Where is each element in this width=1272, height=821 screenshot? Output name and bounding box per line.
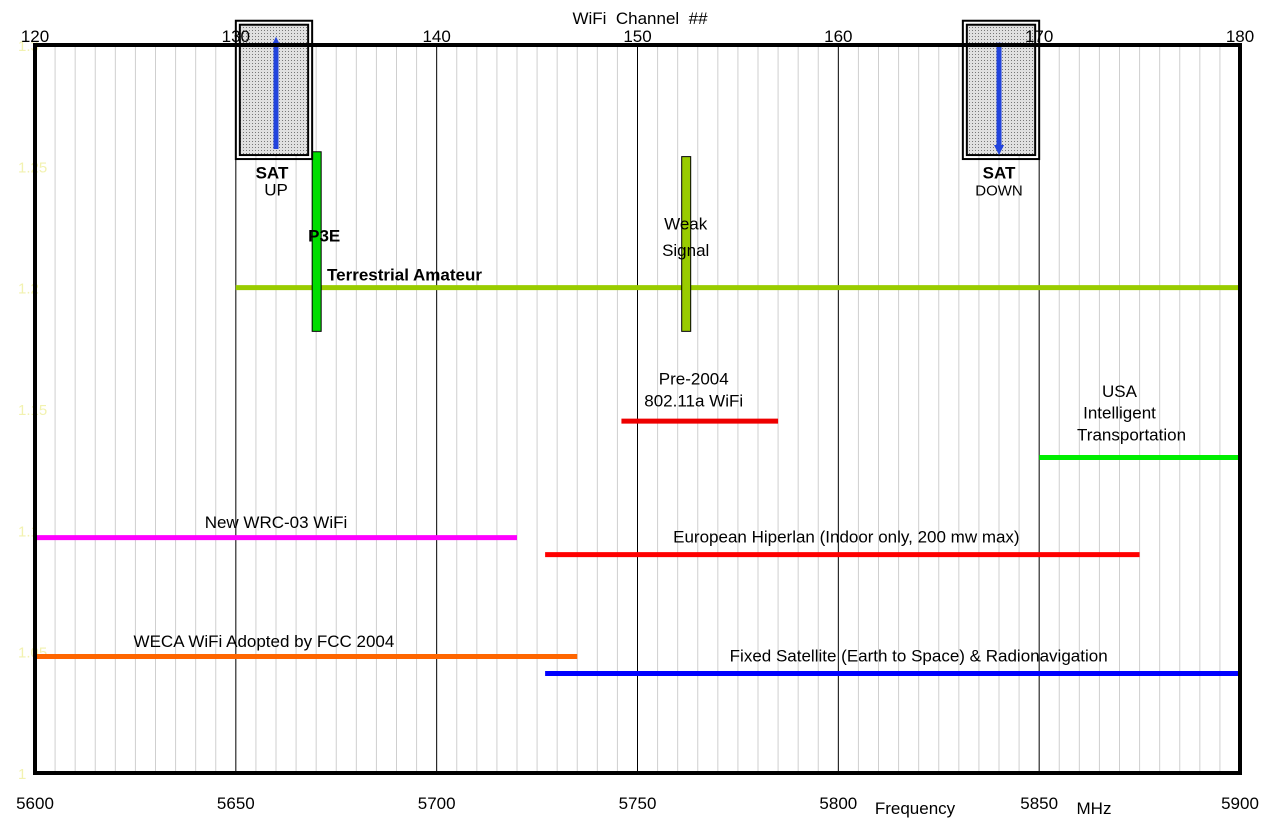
- chart-annotation: Transportation: [1077, 426, 1186, 445]
- channel-tick-label: 180: [1226, 27, 1254, 46]
- frequency-unit-label: MHz: [1077, 799, 1112, 818]
- vertical-band: [681, 156, 692, 332]
- allocation-label: WECA WiFi Adopted by FCC 2004: [134, 632, 395, 651]
- frequency-tick-label: 5750: [619, 794, 657, 813]
- chart-annotation: DOWN: [975, 182, 1023, 199]
- frequency-tick-label: 5700: [418, 794, 456, 813]
- band-labels: Terrestrial Amateur New WRC-03 WiFi Europe…: [134, 163, 1186, 665]
- frequency-tick-label: 5900: [1221, 794, 1259, 813]
- channel-tick-label: 170: [1025, 27, 1053, 46]
- allocation-label: Terrestrial Amateur: [327, 265, 482, 284]
- chart-annotation: UP: [264, 180, 288, 199]
- plot-frame: [33, 43, 1242, 775]
- chart-annotation: SAT: [983, 163, 1016, 182]
- channel-tick-label: 130: [222, 27, 250, 46]
- y-tick-label: 1.15: [18, 402, 47, 419]
- frequency-tick-label: 5600: [16, 794, 54, 813]
- chart-annotation: Intelligent: [1083, 404, 1156, 423]
- channel-tick-label: 160: [824, 27, 852, 46]
- channel-axis-ticks: 120 130 140 150 160 170 180: [21, 27, 1254, 46]
- allocation-label: Fixed Satellite (Earth to Space) & Radio…: [730, 646, 1108, 665]
- frequency-axis-title: Frequency: [875, 799, 956, 818]
- frequency-tick-label: 5850: [1020, 794, 1058, 813]
- satellite-box-outer: [234, 19, 314, 161]
- y-tick-label: 1: [18, 766, 26, 783]
- channel-tick-label: 120: [21, 27, 49, 46]
- y-axis-ticks: 1.31.251.21.151.11.051: [18, 38, 47, 783]
- grid-lines: [54, 45, 1221, 773]
- channel-axis-title: WiFi Channel ##: [572, 9, 708, 28]
- vertical-band: [311, 151, 322, 332]
- chart-annotation: 802.11a WiFi: [644, 392, 743, 411]
- allocation-bands: [35, 151, 1240, 677]
- channel-tick-label: 150: [623, 27, 651, 46]
- chart-annotation: SAT: [256, 163, 289, 182]
- y-tick-label: 1.05: [18, 645, 47, 662]
- chart-annotation: Weak: [664, 214, 708, 233]
- allocation-label: USA: [1102, 382, 1138, 401]
- satellite-box-outer: [961, 19, 1041, 161]
- channel-tick-label: 140: [422, 27, 450, 46]
- frequency-tick-label: 5650: [217, 794, 255, 813]
- y-tick-label: 1.25: [18, 159, 47, 176]
- allocation-label: European Hiperlan (Indoor only, 200 mw m…: [673, 527, 1019, 546]
- frequency-axis-ticks: 5600 5650 5700 5750 5800 5850 5900: [16, 794, 1259, 813]
- allocation-label: Pre-2004: [659, 370, 729, 389]
- frequency-tick-label: 5800: [819, 794, 857, 813]
- chart-annotation: P3E: [308, 227, 340, 246]
- chart-annotation: Signal: [662, 241, 709, 260]
- allocation-label: New WRC-03 WiFi: [205, 513, 348, 532]
